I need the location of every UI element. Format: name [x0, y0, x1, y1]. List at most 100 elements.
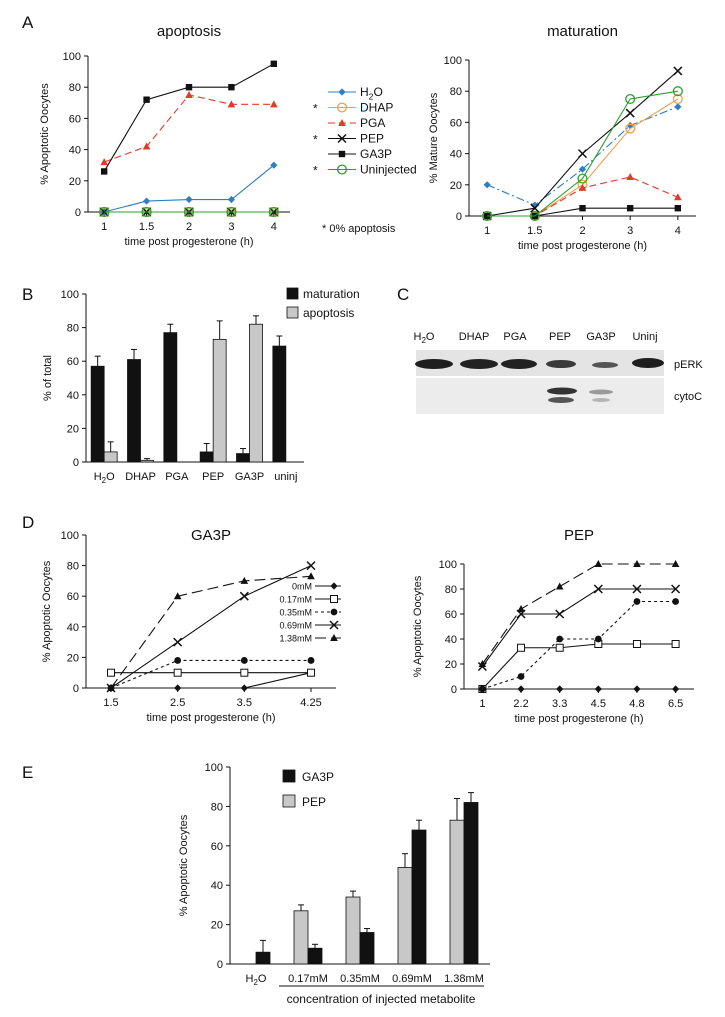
d-ga3p-point-0-17mm	[307, 668, 315, 677]
band-perk-pep	[546, 360, 576, 368]
a-apoptosis-x-tick-label: 4	[271, 221, 277, 233]
e-y-tick-label: 80	[211, 801, 223, 813]
a-maturation-y-tick-label: 40	[450, 149, 462, 161]
a-apoptosis-title: apoptosis	[157, 23, 221, 40]
blot-lane-ga3p: GA3P	[586, 331, 615, 343]
a-maturation-point-ga3p	[579, 205, 586, 212]
blot-lane-uninj: Uninj	[632, 331, 657, 343]
d-pep-series-0-17mm-line	[481, 643, 676, 690]
a-maturation-x-label: time post progesterone (h)	[518, 240, 647, 252]
a-maturation-series-pep-line	[487, 70, 679, 217]
b-x-tick-label: DHAP	[125, 471, 156, 483]
a-apoptosis-legend-marker-ga3p	[338, 150, 346, 158]
b-bar-apoptosis	[103, 451, 118, 463]
d-pep-point-0-69mm	[671, 584, 681, 594]
a-maturation-x-tick-label: 3	[627, 225, 633, 237]
a-maturation-point-uninjected	[577, 173, 588, 184]
d-pep-point-0-17mm	[517, 643, 526, 652]
a-maturation-y-tick-label: 20	[450, 180, 462, 192]
b-x-tick-label: uninj	[274, 471, 297, 483]
d-ga3p-point-0-35mm	[174, 657, 182, 664]
a-apoptosis-legend-marker-h2o	[338, 88, 346, 96]
a-apoptosis-point-uninjected	[141, 206, 152, 218]
a-apoptosis-point-ga3p	[228, 84, 235, 91]
a-apoptosis-legend-label-pep: PEP	[360, 132, 384, 146]
e-x-tick-label: 0.69mM	[392, 973, 432, 985]
a-apoptosis-point-ga3p	[143, 96, 150, 103]
d-ga3p-x-label: time post progesterone (h)	[146, 712, 275, 724]
d-ga3p-point-0-35mm	[240, 657, 248, 664]
d-pep-title: PEP	[564, 527, 594, 544]
d-ga3p-y-tick-label: 20	[67, 652, 79, 664]
panel-letter-d: D	[22, 513, 34, 532]
a-maturation-point-h2o	[626, 121, 634, 130]
e-x-tick-label: 0.17mM	[288, 973, 328, 985]
d-pep-point-0-69mm	[555, 609, 565, 619]
a-maturation-point-pep	[625, 108, 635, 118]
a-maturation-point-uninjected	[672, 86, 683, 97]
d-ga3p-series-1-38mm-line	[110, 575, 312, 689]
a-maturation-point-uninjected	[529, 210, 540, 222]
d-pep-point-0-35mm	[672, 598, 679, 605]
panel-letter-b: B	[22, 285, 33, 304]
e-bar-ga3p	[411, 829, 427, 965]
a-maturation-point-uninjected	[482, 210, 493, 222]
a-maturation-point-h2o	[674, 103, 682, 111]
a-apoptosis-legend-label-pga: PGA	[360, 116, 385, 130]
d-pep-point-1-38mm	[555, 582, 564, 590]
b-bar-maturation	[163, 332, 178, 463]
a-apoptosis-legend-marker-pga	[338, 119, 346, 126]
a-apoptosis-y-label: % Apoptotic Oocytes	[39, 83, 51, 185]
b-bar-maturation	[90, 365, 105, 463]
a-apoptosis-x-tick-label: 1	[101, 221, 107, 233]
e-bar-ga3p	[307, 947, 323, 965]
d-pep-series-0-35mm-line	[482, 600, 676, 690]
d-pep-x-tick-label: 4.8	[629, 698, 644, 710]
d-pep-point-1-38mm	[517, 605, 525, 612]
d-ga3p-x-tick-label: 4.25	[300, 697, 321, 709]
d-ga3p-legend-label-0mm: 0mM	[292, 582, 312, 592]
b-bar-apoptosis	[212, 338, 227, 463]
b-x-tick-label: PGA	[165, 471, 189, 483]
a-apoptosis-legend-label-uninjected: Uninjected	[360, 163, 417, 177]
e-bar-ga3p	[463, 802, 479, 965]
d-pep-point-0-35mm	[594, 635, 602, 643]
d-ga3p-legend-label-0-35mm: 0.35mM	[279, 608, 312, 618]
band-perk-dhap	[460, 359, 498, 369]
d-ga3p-point-0-17mm	[107, 668, 115, 677]
d-pep-y-tick-label: 100	[439, 559, 457, 571]
b-legend-label-apoptosis: apoptosis	[303, 306, 354, 320]
d-ga3p-legend-marker-0-17mm	[330, 595, 338, 603]
band-perk-ga3p	[592, 362, 618, 368]
d-ga3p-legend-label-0-69mm: 0.69mM	[279, 621, 312, 631]
a-apoptosis-point-uninjected	[268, 206, 279, 218]
d-ga3p-legend-label-1-38mm: 1.38mM	[279, 634, 312, 644]
a-apoptosis-x-tick-label: 1.5	[139, 221, 154, 233]
d-pep-point-0-17mm	[555, 643, 564, 652]
d-ga3p-point-0mm	[174, 684, 182, 692]
a-maturation-series-uninjected-line	[487, 90, 678, 217]
a-apoptosis-x-tick-label: 2	[186, 221, 192, 233]
a-maturation-point-ga3p	[626, 205, 634, 212]
a-apoptosis-point-pga	[185, 91, 193, 98]
a-apoptosis-point-pga	[270, 100, 278, 108]
a-maturation-x-tick-label: 1	[484, 225, 490, 237]
d-ga3p-series-0-35mm-line	[110, 659, 311, 689]
d-pep-y-label: % Apoptotic Oocytes	[412, 575, 424, 677]
a-maturation-y-tick-label: 100	[444, 55, 462, 67]
a-apoptosis-point-h2o	[185, 195, 193, 204]
e-legend-label-pep: PEP	[302, 795, 326, 809]
d-ga3p-point-1-38mm	[307, 572, 315, 580]
e-y-tick-label: 60	[211, 841, 223, 853]
a-apoptosis-y-tick-label: 40	[69, 145, 81, 157]
d-pep-point-0mm	[633, 685, 641, 693]
a-apoptosis-series-ga3p-line	[103, 63, 275, 172]
d-pep-x-tick-label: 1	[479, 698, 485, 710]
a-apoptosis-x-tick-label: 3	[228, 221, 234, 233]
chart-d-ga3p: 0 20 40 60 80 100 % Apoptotic Oocytes GA3P 1.5 2.…	[41, 527, 341, 724]
a-apoptosis-point-uninjected	[183, 206, 195, 218]
d-ga3p-legend-label-0-17mm: 0.17mM	[279, 595, 312, 605]
band-cytoc-pep-2	[548, 397, 574, 403]
blot-lane-pep: PEP	[549, 331, 571, 343]
